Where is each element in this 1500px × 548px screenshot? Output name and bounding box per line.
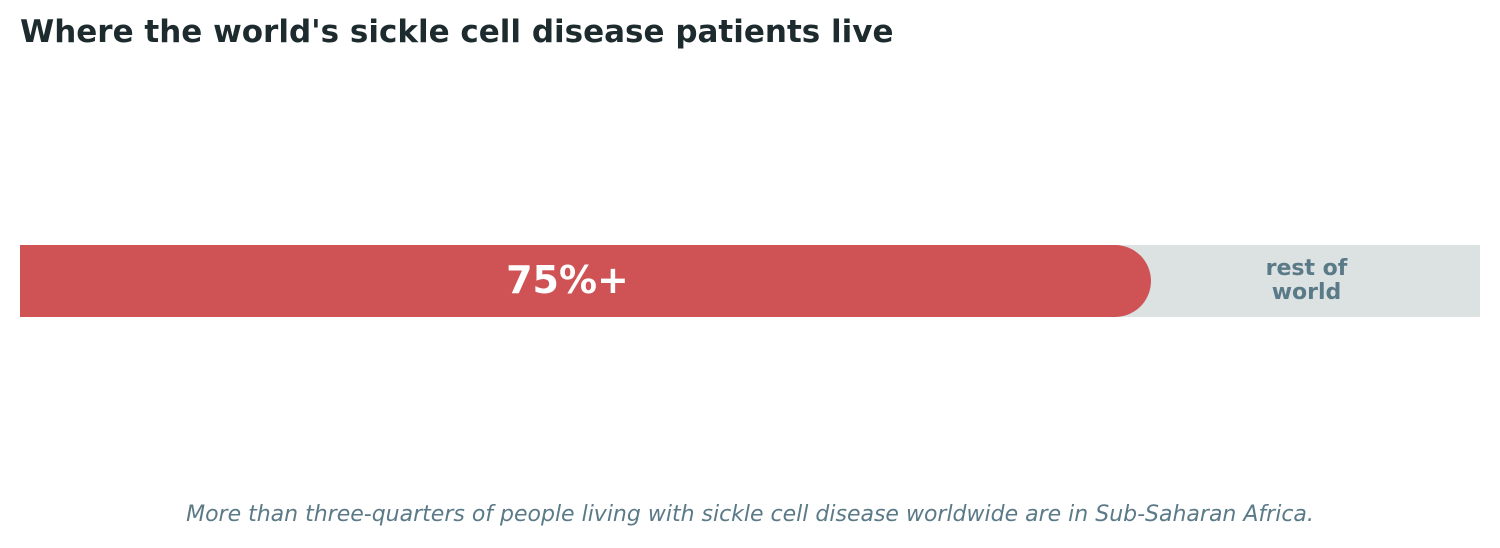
bar-segment (20, 245, 1151, 317)
chart-title: Where the world's sickle cell disease pa… (20, 14, 894, 50)
value-label: rest of world (1265, 255, 1348, 305)
caption: More than three-quarters of people livin… (186, 502, 1314, 527)
bar-segment (1115, 245, 1480, 317)
value-label: 75%+ (506, 258, 629, 303)
